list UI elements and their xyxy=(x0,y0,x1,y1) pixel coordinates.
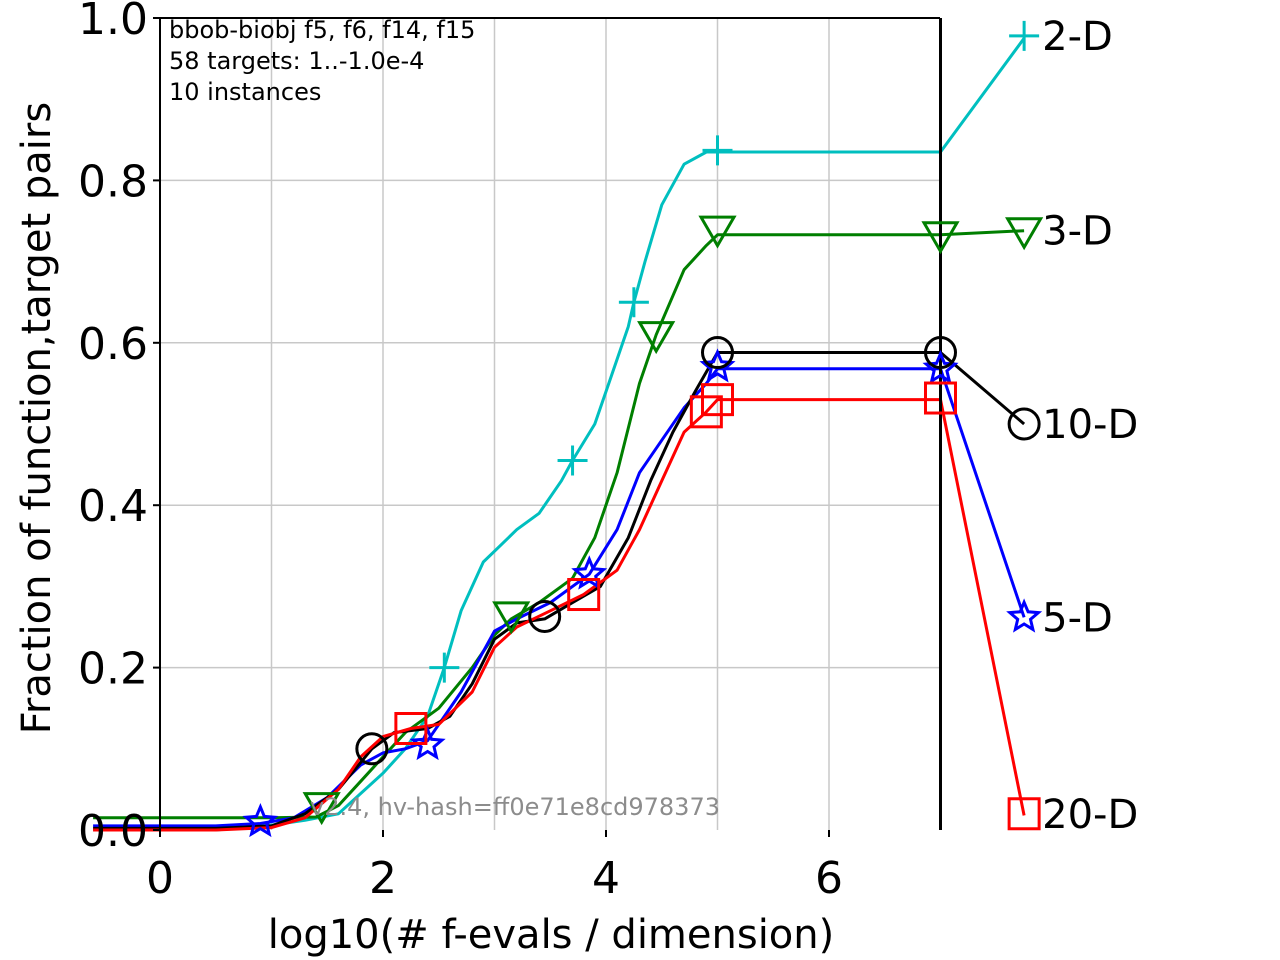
marker-20-D xyxy=(689,395,723,429)
series-line-10-D xyxy=(93,351,1026,830)
marker-3-D xyxy=(637,321,676,355)
series-markers: 2-D 3-D 5-D 10-D 20-D xyxy=(242,14,1138,838)
dim-label-2-D: 2-D xyxy=(1042,14,1113,60)
grid-lines xyxy=(160,18,940,830)
y-tick-label: 0.6 xyxy=(78,319,148,370)
dim-label-10-D: 10-D xyxy=(1042,402,1138,448)
dim-label-3-D: 3-D xyxy=(1042,209,1113,255)
marker-2-D xyxy=(702,135,733,166)
y-tick-label: 0.2 xyxy=(78,644,148,695)
tick-labels: 0 2 4 6 0.0 0.2 0.4 0.6 0.8 1.0 xyxy=(78,0,843,904)
marker-2-D xyxy=(557,445,588,476)
marker-3-D xyxy=(921,221,960,255)
dim-label-20-D: 20-D xyxy=(1042,792,1138,838)
y-tick-label: 0.4 xyxy=(78,481,148,532)
x-tick-label: 2 xyxy=(369,853,397,904)
x-tick-label: 6 xyxy=(815,853,843,904)
marker-20-D xyxy=(701,383,734,417)
marker-10-D xyxy=(701,336,734,370)
marker-5-D xyxy=(1006,598,1043,633)
marker-2-D xyxy=(1009,20,1040,51)
series-lines xyxy=(93,37,1026,832)
series-line-2-D xyxy=(93,37,1026,832)
marker-10-D xyxy=(1007,407,1041,441)
x-tick-label: 0 xyxy=(146,853,174,904)
marker-20-D xyxy=(1007,797,1041,831)
marker-3-D xyxy=(492,601,531,635)
series-line-20-D xyxy=(93,398,1026,832)
dim-label-5-D: 5-D xyxy=(1042,595,1113,641)
marker-5-D xyxy=(409,725,446,761)
marker-10-D xyxy=(924,336,957,370)
info-line-2: 58 targets: 1..-1.0e-4 xyxy=(169,47,424,75)
marker-20-D xyxy=(567,578,601,612)
x-axis-label: log10(# f-evals / dimension) xyxy=(268,912,835,958)
x-tick-label: 4 xyxy=(592,853,620,904)
marker-20-D xyxy=(394,712,428,745)
annotation-text: bbob-biobj f5, f6, f14, f15 58 targets: … xyxy=(14,16,834,958)
marker-10-D xyxy=(528,599,562,633)
marker-3-D xyxy=(1005,217,1044,251)
info-line-1: bbob-biobj f5, f6, f14, f15 xyxy=(169,16,475,44)
series-line-3-D xyxy=(93,229,1025,820)
y-tick-label: 1.0 xyxy=(78,0,148,45)
info-line-3: 10 instances xyxy=(169,78,321,106)
plot-frame xyxy=(159,17,942,830)
series-line-5-D xyxy=(93,367,1026,828)
marker-2-D xyxy=(429,652,460,683)
y-tick-label: 0.0 xyxy=(78,806,148,857)
marker-10-D xyxy=(355,732,389,766)
marker-3-D xyxy=(302,792,341,826)
version-watermark: v2.4, hv-hash=ff0e71e8cd978373 xyxy=(310,793,720,821)
y-tick-label: 0.8 xyxy=(78,156,148,207)
y-axis-label: Fraction of function,target pairs xyxy=(14,102,60,734)
marker-5-D xyxy=(242,802,279,838)
marker-3-D xyxy=(698,215,737,249)
marker-20-D xyxy=(924,381,957,415)
marker-2-D xyxy=(618,287,649,318)
